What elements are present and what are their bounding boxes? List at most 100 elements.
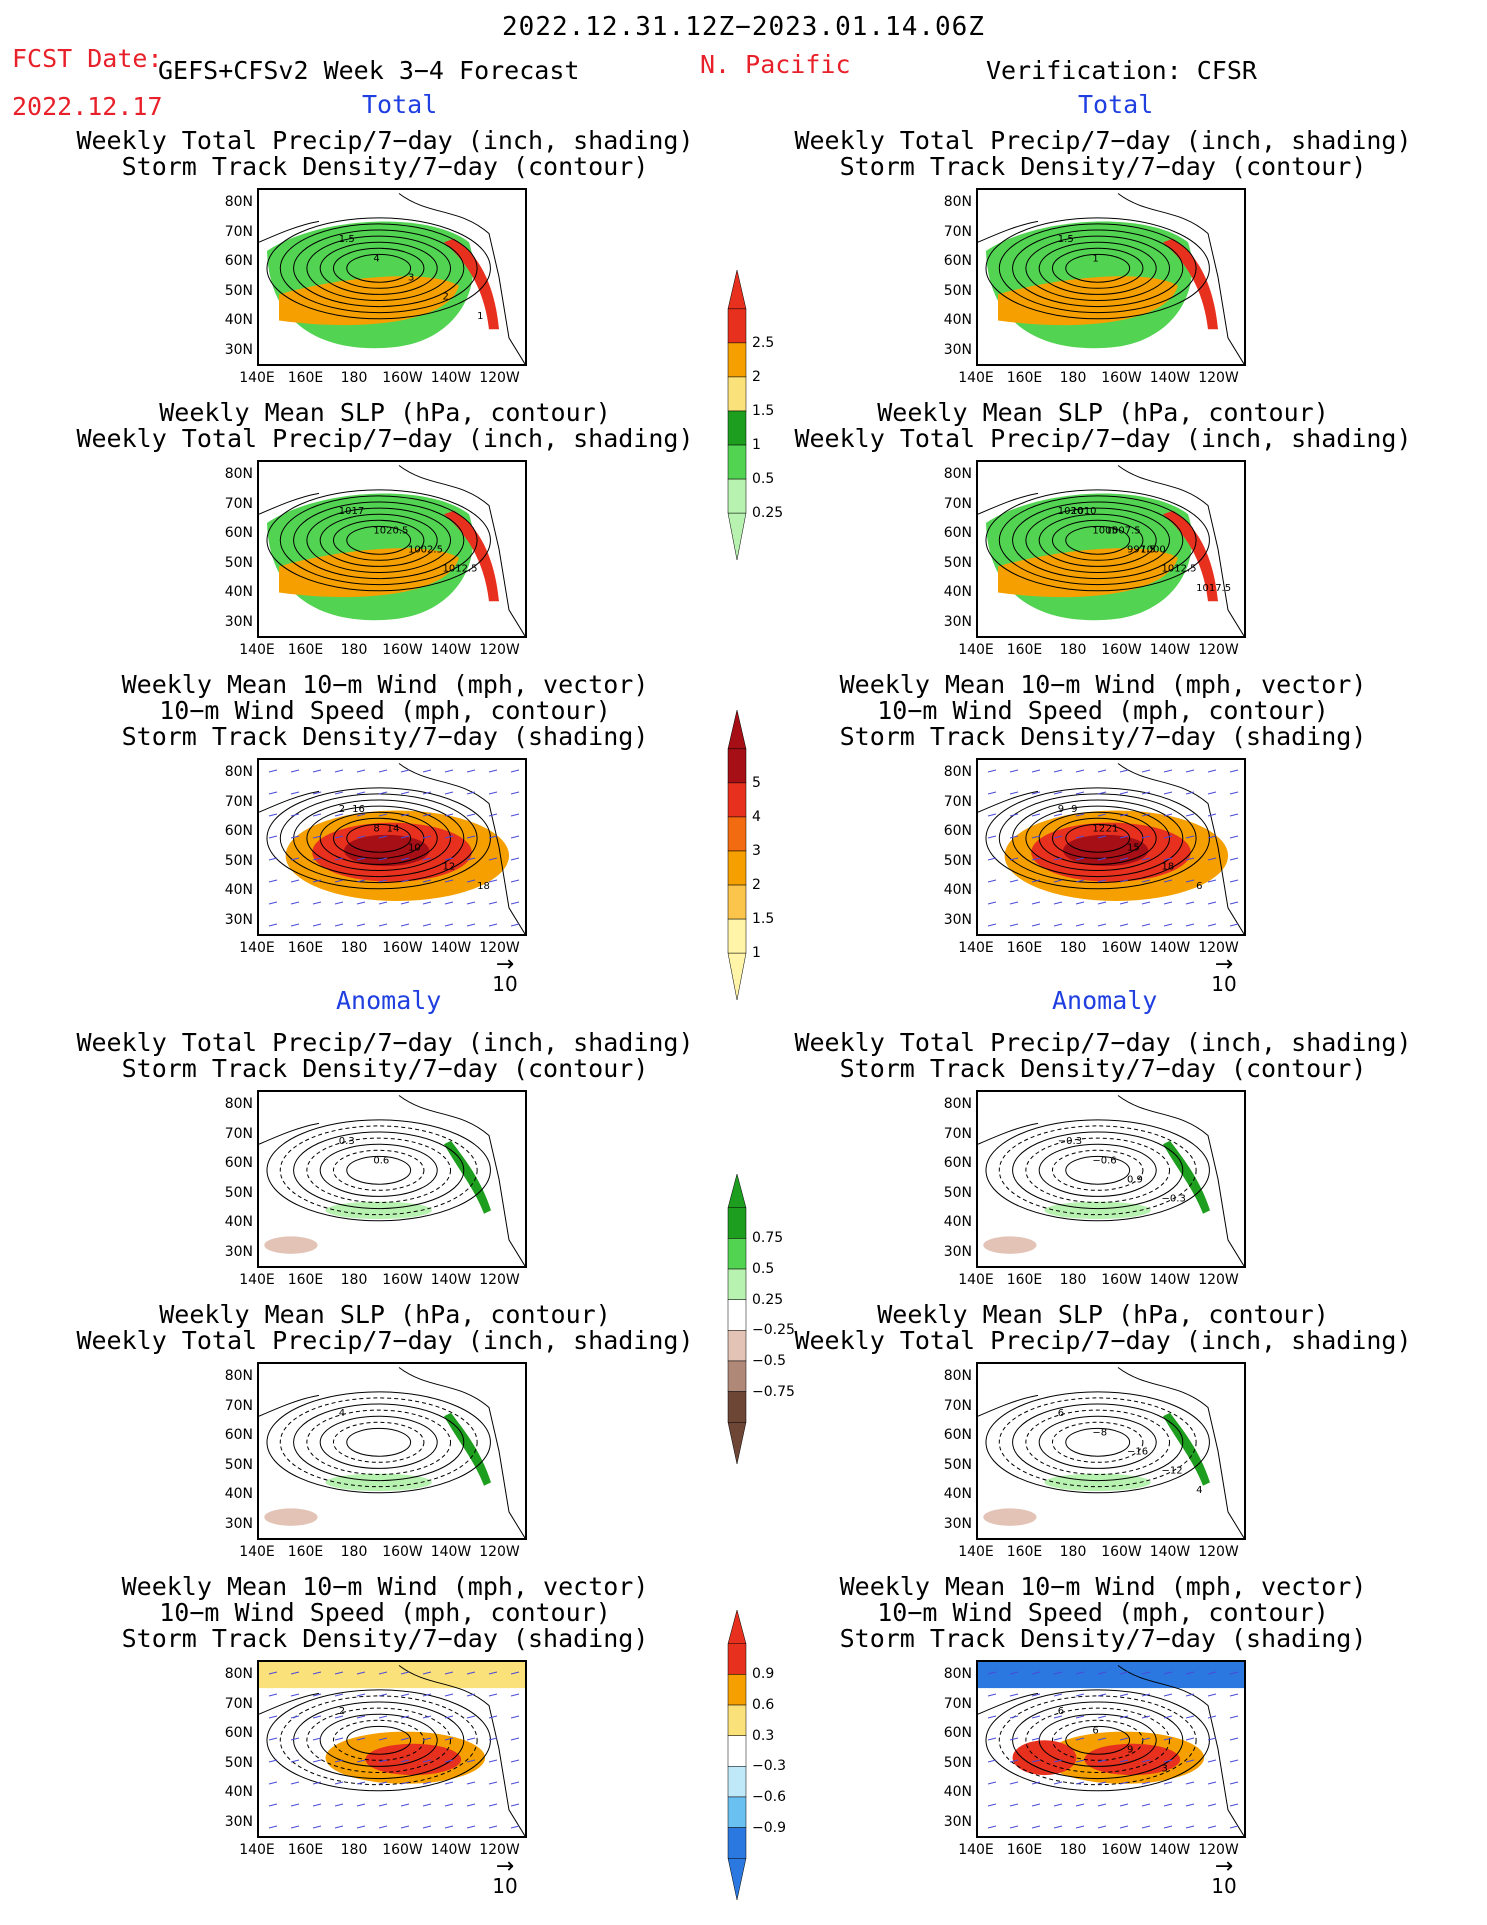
lon-tick-label: 140E (239, 940, 275, 956)
wind-vector (1009, 813, 1019, 817)
contour-line (279, 1397, 478, 1488)
lon-tick-label: 160W (382, 1272, 423, 1288)
wind-vector (1075, 1693, 1085, 1697)
lon-tick-label: 160E (1006, 1842, 1043, 1858)
wind-vector (987, 1803, 997, 1807)
wind-vector (1119, 1825, 1129, 1829)
anom-shading-wet (444, 1140, 491, 1214)
map-svg: 2 8 10 12 18 16 14 (259, 763, 525, 934)
contour-line (306, 1137, 452, 1203)
wind-vector (334, 901, 344, 905)
contour-label: 9 (1071, 804, 1077, 815)
wind-vector (1009, 835, 1019, 839)
wind-vector (1119, 813, 1129, 817)
map-svg: 4 (259, 1367, 525, 1538)
colorbar-swatch (727, 816, 747, 852)
wind-vector (400, 1759, 410, 1763)
colorbar-swatch (727, 1827, 747, 1859)
wind-vector (400, 901, 410, 905)
lon-tick-label: 160W (1101, 1544, 1142, 1560)
lat-tick-label: 70N (224, 1397, 253, 1414)
wind-vector (1207, 879, 1217, 883)
contour-line (1065, 1155, 1131, 1185)
wind-vector (1163, 835, 1173, 839)
contour-line (985, 217, 1210, 320)
lat-tick-label: 80N (224, 1666, 253, 1682)
lat-tick-label: 70N (943, 1125, 972, 1142)
lat-tick-label: 30N (224, 341, 253, 358)
wind-vector (1185, 1759, 1195, 1763)
wind-vector (1185, 1781, 1195, 1785)
wind-vector (1053, 791, 1063, 795)
lat-tick-label: 70N (943, 1695, 972, 1712)
contour-line (998, 793, 1197, 884)
panel-title-line: Storm Track Density/7−day (contour) (839, 152, 1367, 181)
vector-reference: → 10 (1204, 954, 1244, 997)
lat-tick-label: 40N (224, 584, 253, 600)
coastline (1117, 193, 1244, 364)
wind-vector (987, 1759, 997, 1763)
wind-vector (400, 835, 410, 839)
wind-vector (378, 769, 388, 773)
anom-shading-light (1044, 1201, 1151, 1220)
wind-vector (466, 1693, 476, 1697)
panel-title-line: Storm Track Density/7−day (contour) (121, 1054, 649, 1083)
map-frame: 1.5 4 3 2 1 (257, 188, 527, 366)
wind-vector (1053, 901, 1063, 905)
wind-vector (444, 813, 454, 817)
wind-vector (268, 813, 278, 817)
panel-title-line: Weekly Total Precip/7−day (inch, shading… (76, 126, 694, 155)
contour-label: 1 (477, 311, 483, 322)
lon-tick-label: 140W (430, 1842, 472, 1858)
wind-vector (1207, 791, 1217, 795)
wind-vector (400, 813, 410, 817)
wind-vector (1163, 1715, 1173, 1719)
contour-label: 1005 (1092, 525, 1117, 536)
contour-label: 4 (1196, 1485, 1202, 1496)
wind-vector (488, 769, 498, 773)
panel-title-line: Weekly Mean 10−m Wind (mph, vector) (121, 670, 649, 699)
lat-tick-label: 60N (224, 1725, 253, 1741)
wind-vector (356, 1737, 366, 1741)
wind-vector (444, 1693, 454, 1697)
wind-vector (378, 1671, 388, 1675)
wind-vector (312, 1737, 322, 1741)
wind-vector (1163, 1759, 1173, 1763)
colorbar-swatch (727, 1360, 747, 1392)
wind-vector (356, 857, 366, 861)
lat-tick-label: 40N (943, 1214, 972, 1230)
wind-vector (1207, 1693, 1217, 1697)
contour-line (1012, 1131, 1184, 1210)
wind-vector (1119, 1759, 1129, 1763)
lat-tick-label: 50N (224, 852, 253, 869)
vector-arrow-icon: → (495, 952, 515, 977)
wind-vector (1009, 1671, 1019, 1675)
lon-tick-label: 140E (239, 1272, 275, 1288)
contour-label: 18 (1162, 862, 1175, 873)
lon-tick-label: 180 (340, 940, 368, 956)
wind-vector (268, 923, 278, 927)
vector-reference: → 10 (1204, 1856, 1244, 1899)
wind-vector (466, 1759, 476, 1763)
wind-vector (1053, 1759, 1063, 1763)
wind-vector (510, 791, 520, 795)
wind-vector (444, 769, 454, 773)
wind-vector (1075, 857, 1085, 861)
contour-line (346, 823, 412, 853)
wind-vector (290, 1693, 300, 1697)
wind-vector (1185, 923, 1195, 927)
wind-vector (466, 879, 476, 883)
contour-line (985, 1119, 1210, 1222)
lon-tick-label: 160E (287, 940, 324, 956)
wind-vector (1097, 879, 1107, 883)
map-field: 2 (259, 1662, 525, 1836)
wind-vector (466, 813, 476, 817)
contour-label: 14 (387, 823, 400, 834)
lat-tick-label: 50N (224, 554, 253, 571)
panel-title-line: Weekly Total Precip/7−day (inch, shading… (794, 126, 1412, 155)
wind-vector (1229, 791, 1239, 795)
lat-tick-label: 70N (943, 793, 972, 810)
colorbar-arrow-top (727, 709, 747, 750)
wind-vector (488, 835, 498, 839)
wind-vector (1185, 1803, 1195, 1807)
